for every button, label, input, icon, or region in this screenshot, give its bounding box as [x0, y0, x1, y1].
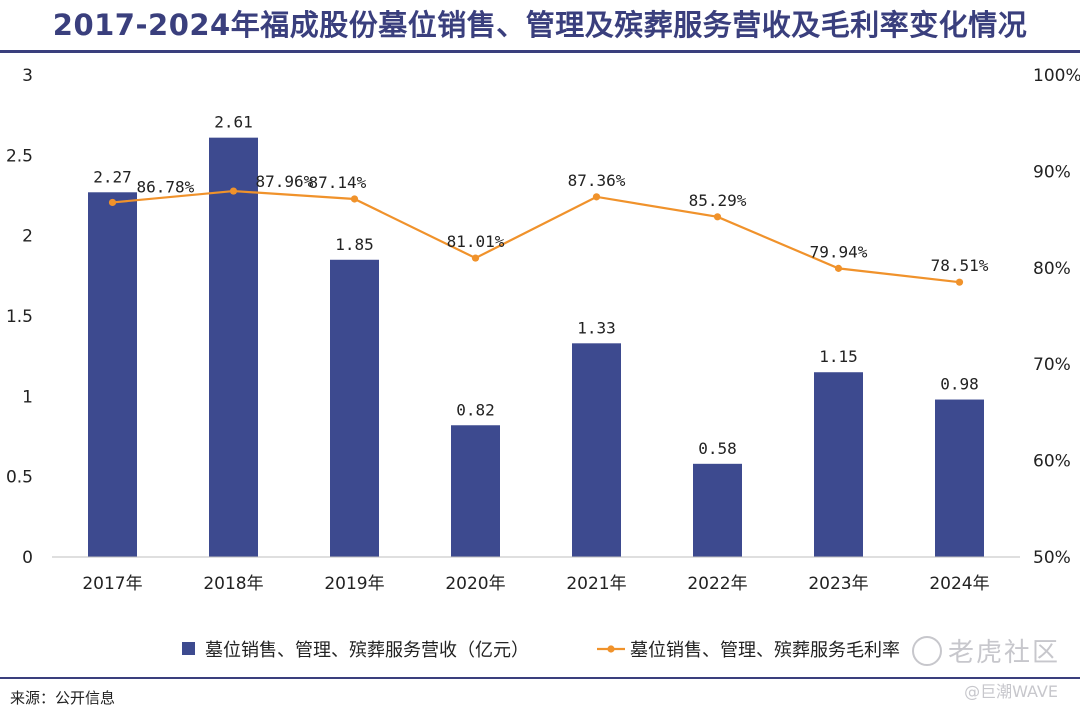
bar-data-labels: 2.27 2.61 1.85 0.82 1.33 0.58 1.15 0.98	[93, 113, 979, 458]
bar	[330, 259, 379, 557]
legend-label-bar: 墓位销售、管理、殡葬服务营收（亿元）	[205, 640, 529, 661]
watermark-main: 老虎社区	[947, 638, 1060, 668]
legend-label-line: 墓位销售、管理、殡葬服务毛利率	[630, 640, 900, 661]
bar-data-label: 1.85	[335, 235, 374, 254]
footer-divider	[0, 677, 1080, 679]
bar	[88, 192, 137, 557]
x-axis: 2017年 2018年 2019年 2020年 2021年 2022年 2023年 2024年	[82, 574, 989, 594]
tiger-logo-icon	[912, 636, 942, 666]
bar	[451, 425, 500, 557]
line-data-label: 86.78%	[137, 177, 195, 196]
bar-data-label: 1.15	[819, 347, 858, 366]
y-left-tick-label: 0.5	[6, 468, 33, 488]
line-point	[834, 264, 843, 272]
y-right-tick-label: 100%	[1033, 66, 1080, 86]
x-tick-label: 2018年	[203, 574, 263, 594]
bar	[572, 343, 621, 557]
y-right-tick-label: 80%	[1033, 259, 1071, 279]
line-series: 86.78% 87.96%87.14% 81.01% 87.36% 85.29% 79.9…	[108, 171, 989, 286]
bar-series	[88, 137, 984, 557]
line-data-label: 79.94%	[810, 242, 868, 261]
line-point	[955, 278, 964, 286]
y-left-axis: 0 0.5 1 1.5 2 2.5 3	[6, 66, 33, 568]
x-tick-label: 2022年	[687, 574, 747, 594]
y-left-tick-label: 3	[22, 66, 33, 86]
y-left-tick-label: 2	[22, 227, 33, 247]
bar	[814, 372, 863, 557]
line-point	[350, 195, 359, 203]
x-tick-label: 2024年	[929, 574, 989, 594]
line-data-label: 87.96%	[256, 172, 314, 191]
bar	[693, 463, 742, 557]
line-point	[592, 193, 601, 201]
line-data-label: 81.01%	[447, 232, 505, 251]
x-tick-label: 2023年	[808, 574, 868, 594]
title-divider	[0, 50, 1080, 53]
x-tick-label: 2021年	[566, 574, 626, 594]
bar	[209, 137, 258, 557]
line-data-label: 87.36%	[568, 171, 626, 190]
bar-data-label: 1.33	[577, 318, 616, 337]
bar-data-label: 0.58	[698, 439, 737, 458]
line-point	[108, 198, 117, 207]
y-left-tick-label: 1.5	[6, 307, 33, 327]
y-left-tick-label: 0	[22, 548, 33, 568]
line-data-label: 85.29%	[689, 191, 747, 210]
line-point	[713, 213, 722, 221]
y-left-tick-label: 1	[22, 387, 33, 407]
legend-swatch-marker	[607, 645, 615, 653]
bar	[935, 399, 984, 557]
chart-title: 2017-2024年福成股份墓位销售、管理及殡葬服务营收及毛利率变化情况	[52, 8, 1028, 42]
y-right-tick-label: 60%	[1033, 452, 1071, 472]
bar-data-label: 0.82	[456, 400, 495, 419]
combo-chart: 00.511.522.53 50%60%70%80%90%100% 2017年 2…	[6, 66, 1080, 661]
x-tick-label: 2019年	[324, 574, 384, 594]
watermark-sub: @巨潮WAVE	[964, 682, 1058, 701]
bar-data-label: 2.61	[214, 113, 253, 132]
y-left-tick-label: 2.5	[6, 146, 33, 166]
bar-data-label: 2.27	[93, 167, 132, 186]
bar-data-label: 0.98	[940, 375, 979, 394]
y-right-axis: 50% 60% 70% 80% 90% 100%	[1033, 66, 1080, 568]
source-note: 来源：公开信息	[10, 689, 116, 707]
line-data-label: 87.14%	[309, 173, 367, 192]
line-point	[471, 254, 480, 262]
legend: 墓位销售、管理、殡葬服务营收（亿元） 墓位销售、管理、殡葬服务毛利率	[182, 640, 900, 661]
x-tick-label: 2020年	[445, 574, 505, 594]
y-right-tick-label: 90%	[1033, 162, 1071, 182]
line-data-label: 78.51%	[931, 256, 989, 275]
y-right-tick-label: 70%	[1033, 355, 1071, 375]
legend-swatch-bar	[182, 642, 195, 655]
x-tick-label: 2017年	[82, 574, 142, 594]
line-point	[229, 187, 238, 195]
y-right-tick-label: 50%	[1033, 548, 1071, 568]
margin-line	[112, 189, 960, 284]
